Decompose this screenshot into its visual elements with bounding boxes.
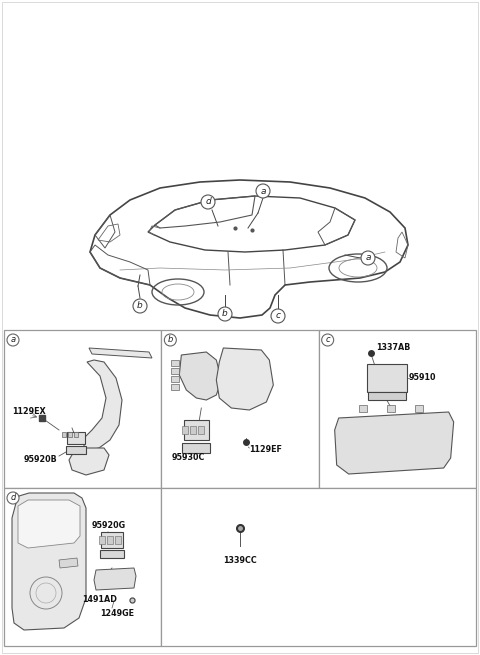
FancyBboxPatch shape — [161, 488, 476, 646]
Text: 1337AB: 1337AB — [376, 343, 410, 352]
FancyBboxPatch shape — [191, 426, 196, 434]
Polygon shape — [335, 412, 454, 474]
FancyBboxPatch shape — [62, 432, 66, 436]
Text: 95920G: 95920G — [92, 521, 126, 531]
Circle shape — [322, 334, 334, 346]
Polygon shape — [59, 558, 78, 568]
Polygon shape — [89, 348, 152, 358]
Polygon shape — [171, 360, 180, 366]
Polygon shape — [18, 500, 80, 548]
Text: a: a — [260, 187, 266, 195]
FancyBboxPatch shape — [99, 536, 105, 544]
FancyBboxPatch shape — [107, 536, 113, 544]
FancyBboxPatch shape — [66, 446, 86, 454]
Text: b: b — [222, 310, 228, 318]
Polygon shape — [69, 448, 109, 475]
Polygon shape — [171, 384, 180, 390]
Text: 95930C: 95930C — [171, 453, 204, 462]
Text: 1339CC: 1339CC — [223, 556, 257, 565]
Circle shape — [133, 299, 147, 313]
Text: 95920B: 95920B — [24, 455, 58, 464]
Text: d: d — [10, 493, 16, 502]
FancyBboxPatch shape — [319, 330, 476, 488]
FancyBboxPatch shape — [67, 432, 85, 444]
Polygon shape — [387, 405, 395, 412]
Text: 95910: 95910 — [408, 373, 436, 383]
FancyBboxPatch shape — [115, 536, 121, 544]
Text: c: c — [325, 335, 330, 345]
Circle shape — [7, 334, 19, 346]
Circle shape — [201, 195, 215, 209]
Text: 1129EF: 1129EF — [249, 445, 282, 455]
FancyBboxPatch shape — [182, 443, 210, 453]
Text: b: b — [168, 335, 173, 345]
FancyBboxPatch shape — [100, 550, 124, 558]
Text: a: a — [365, 253, 371, 263]
FancyBboxPatch shape — [198, 426, 204, 434]
Circle shape — [271, 309, 285, 323]
Polygon shape — [216, 348, 273, 410]
FancyBboxPatch shape — [101, 532, 123, 548]
Polygon shape — [84, 360, 122, 450]
FancyBboxPatch shape — [74, 432, 78, 436]
FancyBboxPatch shape — [68, 432, 72, 436]
Polygon shape — [415, 405, 423, 412]
Circle shape — [256, 184, 270, 198]
Text: a: a — [11, 335, 15, 345]
FancyBboxPatch shape — [4, 488, 161, 646]
Text: d: d — [205, 198, 211, 206]
Circle shape — [7, 492, 19, 504]
Polygon shape — [12, 493, 86, 630]
Polygon shape — [94, 568, 136, 590]
Circle shape — [164, 334, 176, 346]
FancyBboxPatch shape — [184, 420, 209, 440]
Circle shape — [361, 251, 375, 265]
FancyBboxPatch shape — [368, 392, 406, 400]
FancyBboxPatch shape — [367, 364, 407, 392]
Circle shape — [218, 307, 232, 321]
Text: 1129EX: 1129EX — [12, 407, 46, 417]
Polygon shape — [359, 405, 367, 412]
Polygon shape — [171, 368, 180, 374]
Polygon shape — [171, 376, 180, 382]
FancyBboxPatch shape — [182, 426, 188, 434]
FancyBboxPatch shape — [161, 330, 319, 488]
Polygon shape — [180, 352, 221, 400]
Text: b: b — [137, 301, 143, 310]
Text: 1491AD: 1491AD — [82, 595, 117, 605]
Text: 1249GE: 1249GE — [100, 608, 134, 618]
Text: c: c — [276, 312, 280, 320]
FancyBboxPatch shape — [4, 330, 161, 488]
